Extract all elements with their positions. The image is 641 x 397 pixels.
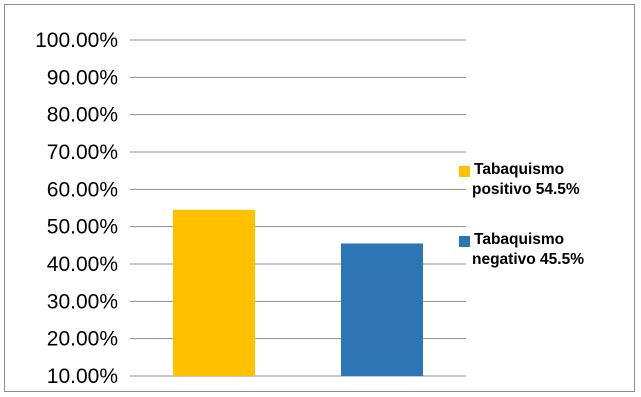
y-tick-label: 50.00% bbox=[47, 216, 118, 239]
legend-label-negativo: Tabaquismo negativo 45.5% bbox=[472, 231, 584, 268]
y-tick-label: 60.00% bbox=[47, 178, 118, 201]
legend: Tabaquismo positivo 54.5% Tabaquismo neg… bbox=[456, 160, 636, 300]
legend-item-positivo: Tabaquismo positivo 54.5% bbox=[456, 160, 636, 200]
y-axis-tick-labels: 10.00% 20.00% 30.00% 40.00% 50.00% 60.00% 70.0… bbox=[35, 29, 118, 388]
bar-tabaquismo-negativo bbox=[341, 243, 423, 376]
bar-tabaquismo-positivo bbox=[173, 209, 255, 376]
y-tick-label: 90.00% bbox=[47, 66, 118, 89]
bars bbox=[173, 209, 423, 376]
chart-frame bbox=[4, 4, 635, 392]
legend-swatch-positivo bbox=[459, 166, 470, 177]
y-tick-label: 20.00% bbox=[47, 328, 118, 351]
legend-swatch-negativo bbox=[459, 236, 470, 247]
y-tick-label: 10.00% bbox=[47, 365, 118, 388]
y-tick-label: 30.00% bbox=[47, 290, 118, 313]
y-tick-label: 100.00% bbox=[35, 29, 118, 52]
y-tick-label: 40.00% bbox=[47, 253, 118, 276]
legend-label-positivo: Tabaquismo positivo 54.5% bbox=[472, 161, 580, 198]
y-tick-label: 70.00% bbox=[47, 141, 118, 164]
legend-item-negativo: Tabaquismo negativo 45.5% bbox=[456, 230, 636, 270]
y-tick-label: 80.00% bbox=[47, 104, 118, 127]
